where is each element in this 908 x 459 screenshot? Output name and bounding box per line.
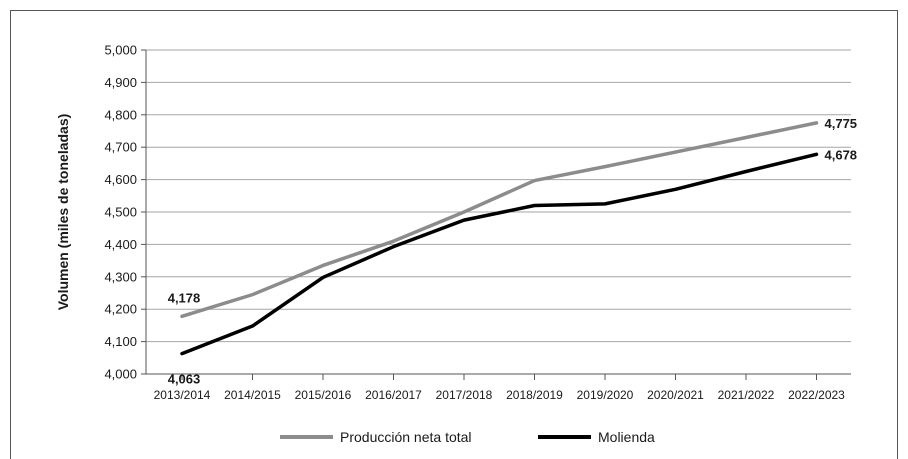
x-tick-label: 2015/2016: [295, 388, 352, 402]
series-lines: [180, 121, 819, 356]
x-tick-label: 2020/2021: [647, 388, 704, 402]
y-tick-label: 4,000: [104, 367, 137, 382]
x-tick-label: 2014/2015: [224, 388, 281, 402]
y-tick-label: 4,900: [104, 75, 137, 90]
series-line-molienda: [180, 152, 819, 356]
series-line-produccion: [180, 121, 819, 319]
y-axis-title: Volumen (miles de toneladas): [55, 114, 71, 311]
data-label: 4,063: [168, 372, 201, 387]
x-tick-label: 2013/2014: [154, 388, 211, 402]
y-tick-label: 4,100: [104, 334, 137, 349]
y-tick-label: 4,500: [104, 205, 137, 220]
y-tick-label: 5,000: [104, 43, 137, 58]
legend-label-produccion: Producción neta total: [340, 429, 472, 445]
y-tick-label: 4,800: [104, 107, 137, 122]
y-tick-label: 4,600: [104, 172, 137, 187]
y-tick-label: 4,700: [104, 140, 137, 155]
y-tick-label: 4,300: [104, 269, 137, 284]
legend: Producción neta total Molienda: [280, 429, 655, 445]
x-tick-label: 2021/2022: [718, 388, 775, 402]
y-tick-label: 4,200: [104, 302, 137, 317]
y-tick-labels: 4,000 4,100 4,200 4,300 4,400 4,500 4,600 4,700…: [104, 43, 137, 382]
data-label: 4,178: [168, 290, 201, 305]
x-tick-label: 2016/2017: [365, 388, 422, 402]
legend-label-molienda: Molienda: [598, 429, 655, 445]
chart-frame: [10, 10, 898, 459]
x-tick-labels: 2013/2014 2014/2015 2015/2016 2016/2017 2017…: [154, 374, 845, 402]
x-tick-label: 2017/2018: [436, 388, 493, 402]
y-tick-label: 4,400: [104, 237, 137, 252]
axes: [145, 50, 851, 375]
x-tick-label: 2018/2019: [506, 388, 563, 402]
data-label: 4,775: [825, 116, 858, 131]
gridlines: [141, 49, 851, 375]
data-labels: 4,178 4,775 4,063 4,678: [168, 116, 857, 387]
x-tick-label: 2022/2023: [788, 388, 845, 402]
data-label: 4,678: [825, 147, 858, 162]
x-tick-label: 2019/2020: [577, 388, 634, 402]
